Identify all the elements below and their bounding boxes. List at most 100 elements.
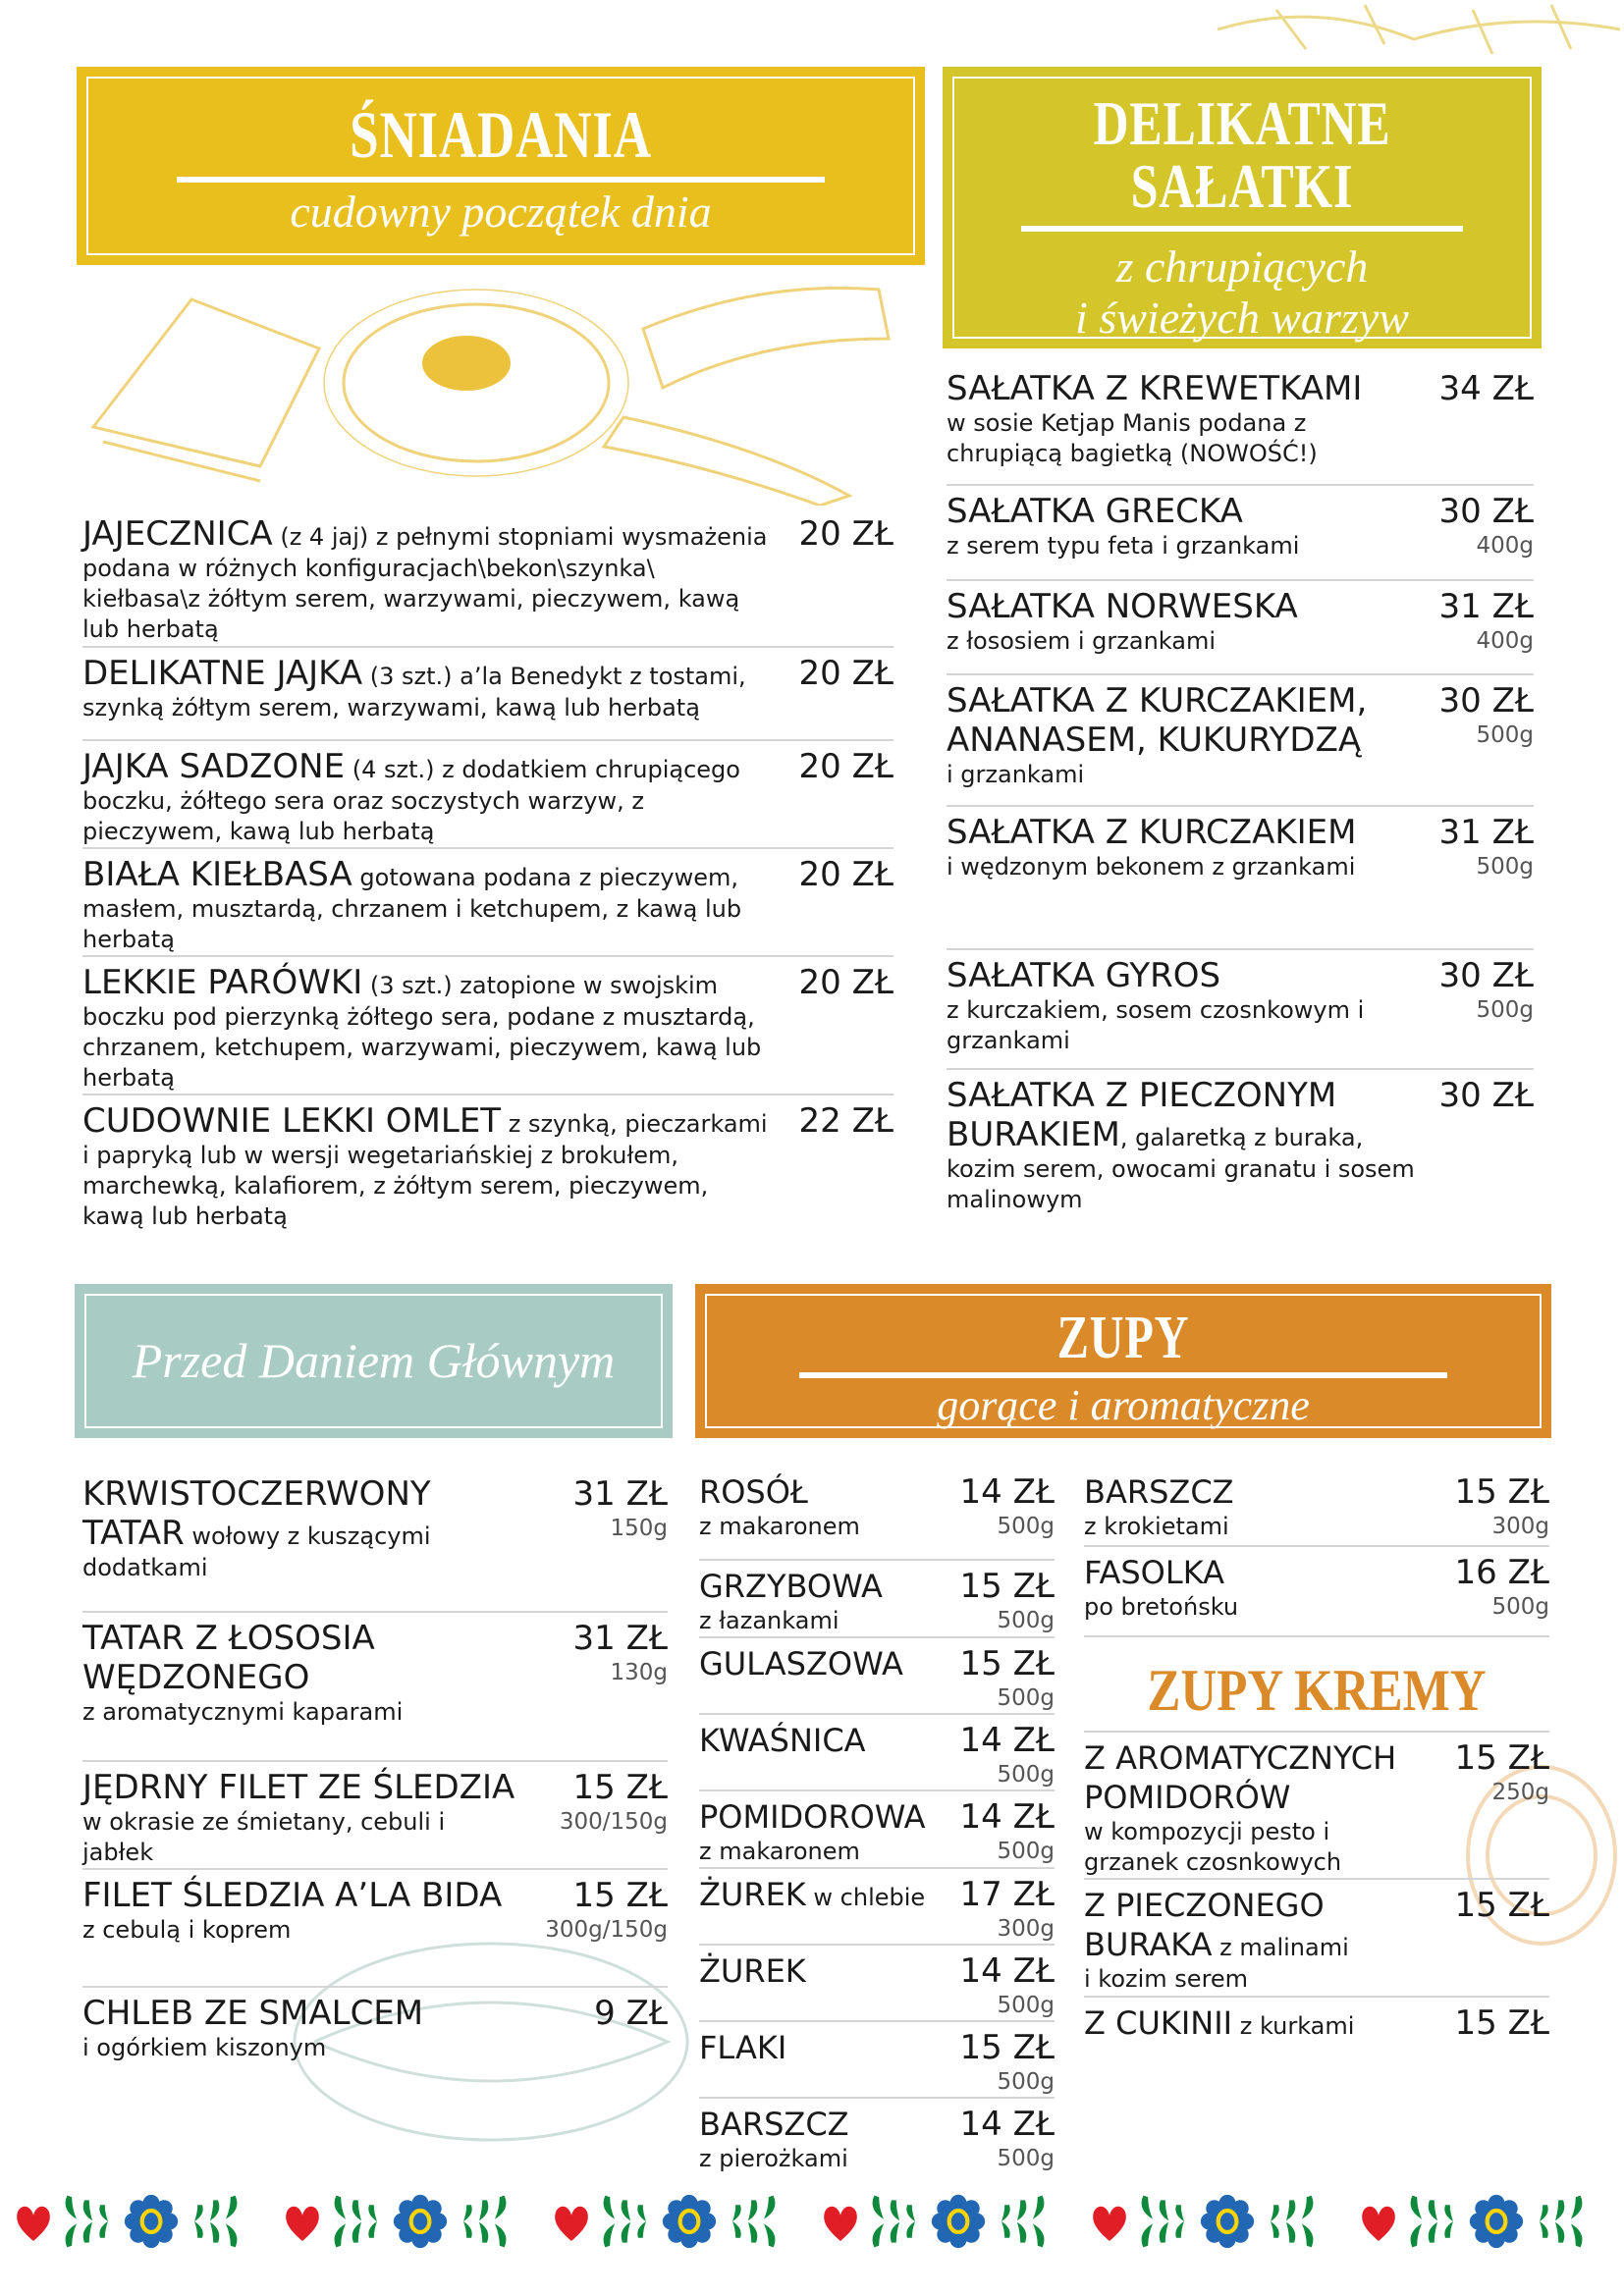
item-price: 14 ZŁ	[959, 1472, 1055, 1512]
item-text: Z PIECZONEGO BURAKA z malinami i kozim se…	[1084, 1886, 1432, 1996]
item-description: i wędzonym bekonem z grzankami	[947, 853, 1356, 881]
item-text: Z AROMATYCZNYCH POMIDORÓW w kompozycji pe…	[1084, 1738, 1432, 1878]
menu-item: SAŁATKA GYROS z kurczakiem, sosem czosnko…	[947, 950, 1534, 1070]
item-price: 15 ZŁ	[572, 1768, 668, 1807]
item-name: POMIDOROWA	[699, 1798, 926, 1836]
item-name: KRWISTOCZERWONY TATAR	[82, 1474, 431, 1553]
item-price-block: 15 ZŁ 250g	[1432, 1738, 1549, 1878]
divider	[799, 1372, 1447, 1378]
menu-item: POMIDOROWA z makaronem 14 ZŁ 500g	[699, 1791, 1055, 1869]
zupy-right-column: BARSZCZ z krokietami 15 ZŁ 300g FASOLKA po br…	[1084, 1467, 1549, 2056]
menu-item: SAŁATKA Z PIECZONYM BURAKIEM, galaretką …	[947, 1070, 1534, 1217]
item-description: z makaronem	[699, 1513, 860, 1540]
item-price: 30 ZŁ	[1438, 492, 1534, 531]
flower-icon	[124, 2194, 179, 2249]
item-description: z aromatycznymi kaparami	[82, 1698, 404, 1726]
item-price: 15 ZŁ	[572, 1876, 668, 1915]
kremy-list: Z AROMATYCZNYCH POMIDORÓW w kompozycji pe…	[1084, 1731, 1549, 2056]
item-price: 20 ZŁ	[798, 963, 893, 1002]
item-name: CHLEB ZE SMALCEM	[82, 1994, 424, 2033]
item-description: z łazankami	[699, 1607, 839, 1634]
item-text: FILET ŚLEDZIA A’LA BIDA z cebulą i koprem	[82, 1876, 520, 1986]
item-name: FLAKI	[699, 2029, 787, 2066]
item-price-block: 15 ZŁ 300g	[1432, 1472, 1549, 1545]
item-price-block: 30 ZŁ	[1416, 1076, 1534, 1217]
salatki-subtitle-line1: z chrupiących	[1115, 241, 1369, 292]
menu-item: Z CUKINII z kurkami 15 ZŁ	[1084, 1998, 1549, 2056]
menu-item: KWAŚNICA 14 ZŁ 500g	[699, 1715, 1055, 1791]
item-text: SAŁATKA GRECKA z serem typu feta i grzank…	[947, 492, 1416, 579]
flower-icon	[931, 2194, 986, 2249]
przed-title: Przed Daniem Głównym	[132, 1333, 616, 1388]
item-description: (z 4 jaj) z pełnymi stopniami wysmażenia…	[82, 523, 768, 643]
item-weight: 500g	[997, 1993, 1056, 2018]
item-text: KRWISTOCZERWONY TATAR wołowy z kuszącymi…	[82, 1474, 520, 1611]
item-description: z cebulą i koprem	[82, 1916, 292, 1944]
item-name: Z AROMATYCZNYCH POMIDORÓW	[1084, 1739, 1397, 1816]
menu-item: ŻUREK 14 ZŁ 500g	[699, 1946, 1055, 2022]
item-description: z makaronem	[699, 1838, 860, 1865]
item-name: BARSZCZ	[1084, 1473, 1234, 1511]
item-name: BIAŁA KIEŁBASA	[82, 855, 352, 894]
folk-ornament-border	[0, 2189, 1624, 2254]
item-description: i ogórkiem kiszonym	[82, 2034, 327, 2061]
item-price: 31 ZŁ	[572, 1619, 668, 1658]
item-price-block: 14 ZŁ 500g	[937, 1721, 1055, 1789]
item-price-block: 34 ZŁ	[1416, 369, 1534, 484]
item-price: 31 ZŁ	[572, 1474, 668, 1514]
item-price-block: 31 ZŁ 150g	[520, 1474, 668, 1611]
item-price-block: 14 ZŁ 500g	[937, 1951, 1055, 2020]
item-weight: 500g	[997, 1839, 1056, 1864]
salatki-subtitle-line2: i świeżych warzyw	[1075, 293, 1409, 343]
przed-list: KRWISTOCZERWONY TATAR wołowy z kuszącymi…	[82, 1468, 668, 2086]
item-text: SAŁATKA Z KREWETKAMI w sosie Ketjap Manis…	[947, 369, 1416, 484]
item-price-block: 14 ZŁ 500g	[937, 1797, 1055, 1867]
item-price: 31 ZŁ	[1438, 813, 1534, 852]
leaf-icon	[194, 2195, 238, 2248]
item-price-block: 9 ZŁ	[520, 1994, 668, 2086]
item-weight: 300/150g	[559, 1809, 668, 1835]
item-name: CUDOWNIE LEKKI OMLET	[82, 1101, 502, 1141]
item-name: Z PIECZONEGO BURAKA	[1084, 1887, 1325, 1963]
heart-icon	[286, 2206, 319, 2241]
item-weight: 500g	[997, 1762, 1056, 1788]
item-text: FLAKI	[699, 2028, 937, 2097]
item-description: w okrasie ze śmietany, cebuli i jabłek	[82, 1808, 446, 1866]
item-weight: 130g	[610, 1660, 669, 1685]
zupy-header: ZUPY gorące i aromatyczne	[695, 1284, 1551, 1438]
item-weight: 500g	[1476, 854, 1535, 880]
item-text: DELIKATNE JAJKA (3 szt.) a’la Benedykt z…	[82, 654, 776, 739]
item-weight: 300g	[1491, 1514, 1550, 1539]
kremy-title: ZUPY KREMY	[1147, 1658, 1487, 1723]
item-text: FASOLKA po bretońsku	[1084, 1553, 1432, 1626]
item-name: ŻUREK	[699, 1952, 806, 1990]
bowl-sketch	[1466, 1765, 1617, 1946]
flower-icon	[1469, 2194, 1524, 2249]
item-price: 20 ZŁ	[798, 654, 893, 693]
item-description: (3 szt.) a’la Benedykt z tostami, szynką…	[82, 663, 746, 721]
leaf-icon	[463, 2195, 507, 2248]
salatki-header: DELIKATNE SAŁATKI z chrupiących i świeży…	[943, 67, 1542, 348]
item-price-block: 20 ZŁ	[776, 963, 893, 1094]
ornament-unit	[1345, 2189, 1614, 2254]
item-text: SAŁATKA Z KURCZAKIEM i wędzonym bekonem z…	[947, 813, 1416, 948]
item-price: 20 ZŁ	[798, 514, 893, 554]
menu-item: CUDOWNIE LEKKI OMLET z szynką, pieczarka…	[82, 1095, 893, 1233]
zupy-subtitle: gorące i aromatyczne	[937, 1381, 1310, 1429]
item-price-block: 31 ZŁ 400g	[1416, 587, 1534, 673]
item-name: Z CUKINII	[1084, 2004, 1233, 2042]
item-price-block: 14 ZŁ 500g	[937, 1472, 1055, 1559]
leaf-icon	[65, 2195, 108, 2248]
item-price: 16 ZŁ	[1454, 1553, 1549, 1592]
item-name: SAŁATKA Z KURCZAKIEM, ANANASEM, KUKURYDZ…	[947, 681, 1368, 760]
ornament-unit	[538, 2189, 807, 2254]
item-name: BARSZCZ	[699, 2106, 849, 2143]
leaf-icon	[1540, 2195, 1583, 2248]
item-price: 20 ZŁ	[798, 747, 893, 786]
item-price-block: 15 ZŁ 500g	[937, 1644, 1055, 1713]
menu-item: Z AROMATYCZNYCH POMIDORÓW w kompozycji pe…	[1084, 1733, 1549, 1880]
salatki-title-line1: DELIKATNE	[1093, 88, 1391, 158]
item-description: z serem typu feta i grzankami	[947, 532, 1300, 560]
item-description: wołowy z kuszącymi dodatkami	[82, 1522, 431, 1581]
divider	[1021, 226, 1463, 232]
